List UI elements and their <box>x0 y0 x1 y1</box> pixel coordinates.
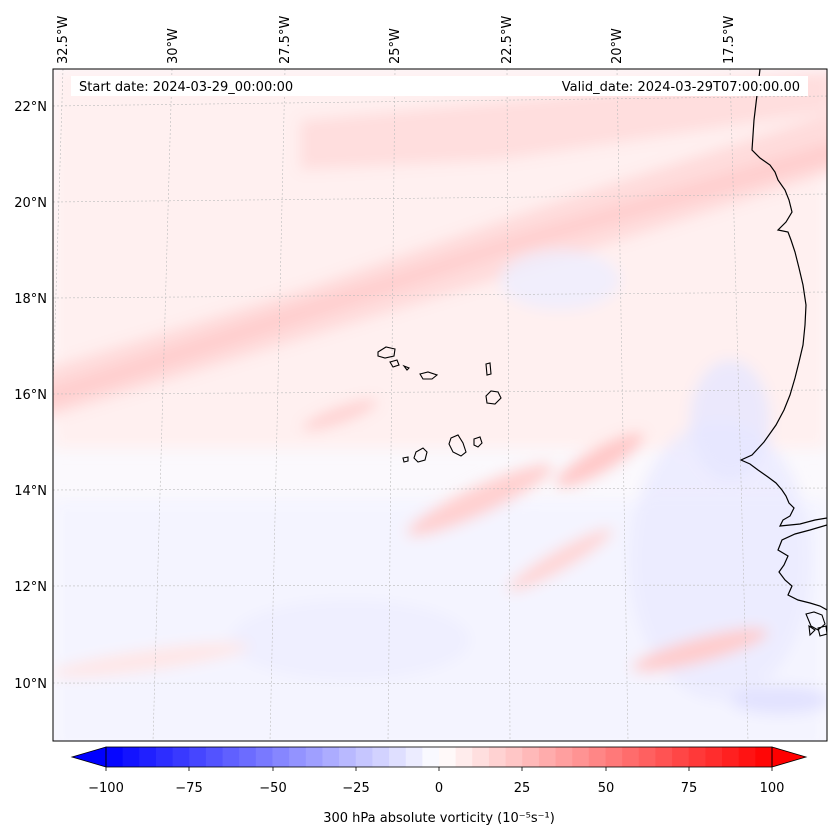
cb-tick-label: 100 <box>760 781 785 796</box>
colorbar-cell <box>472 747 490 767</box>
colorbar-cell <box>555 747 573 767</box>
lon-label-22.5W: 22.5°W <box>500 16 515 64</box>
colorbar-label: 300 hPa absolute vorticity (10⁻⁵s⁻¹) <box>323 811 555 826</box>
cb-tick-label: −25 <box>342 781 369 796</box>
colorbar-cell <box>339 747 357 767</box>
colorbar-cell <box>538 747 557 767</box>
colorbar-cell <box>289 747 307 767</box>
lon-label-27.5W: 27.5°W <box>278 16 293 64</box>
colorbar-cell <box>638 747 656 767</box>
cb-tick-label: −50 <box>259 781 286 796</box>
cb-tick-label: 50 <box>598 781 615 796</box>
colorbar-cell <box>305 747 323 767</box>
cb-tick-label: −100 <box>88 781 124 796</box>
colorbar-extend-min <box>70 746 107 768</box>
lon-label-20W: 20°W <box>610 28 625 64</box>
colorbar-cell <box>439 747 457 767</box>
latitude-labels: 22°N 20°N 18°N 16°N 14°N 12°N 10°N <box>14 100 47 692</box>
colorbar-cell <box>572 747 590 767</box>
lat-label-22N: 22°N <box>14 100 47 115</box>
colorbar-cell <box>322 747 340 767</box>
cb-tick-label: 0 <box>435 781 443 796</box>
colorbar-cell <box>222 747 240 767</box>
vorticity-field <box>53 69 827 741</box>
lat-label-14N: 14°N <box>14 484 47 499</box>
header-box <box>71 76 808 96</box>
colorbar-cell <box>189 747 207 767</box>
colorbar: −100 −75 −50 −25 0 25 50 75 100 300 hPa … <box>70 746 808 826</box>
colorbar-tick-marks <box>105 767 773 771</box>
colorbar-cell <box>488 747 507 767</box>
lat-label-12N: 12°N <box>14 580 47 595</box>
colorbar-cell <box>622 747 640 767</box>
colorbar-cell <box>455 747 473 767</box>
colorbar-cell <box>588 747 606 767</box>
lat-label-20N: 20°N <box>14 196 47 211</box>
colorbar-cell <box>738 747 756 767</box>
colorbar-cell <box>272 747 290 767</box>
lat-label-10N: 10°N <box>14 677 47 692</box>
graticule <box>53 69 827 741</box>
colorbar-cell <box>372 747 390 767</box>
colorbar-cells <box>106 747 773 767</box>
colorbar-cell <box>405 747 423 767</box>
map-frame <box>52 68 828 742</box>
cb-tick-label: 75 <box>681 781 698 796</box>
colorbar-cell <box>422 747 440 767</box>
colorbar-cell <box>155 747 174 767</box>
colorbar-cell <box>255 747 273 767</box>
start-date-text: Start date: 2024-03-29_00:00:00 <box>79 80 293 95</box>
colorbar-extend-max <box>771 746 808 768</box>
colorbar-ticks: −100 −75 −50 −25 0 25 50 75 100 <box>88 781 784 796</box>
colorbar-cell <box>139 747 157 767</box>
colorbar-cell <box>705 747 723 767</box>
colorbar-cell <box>505 747 523 767</box>
colorbar-cell <box>755 747 773 767</box>
coastline-south <box>777 524 827 611</box>
lon-label-32.5W: 32.5°W <box>56 16 71 64</box>
lat-label-18N: 18°N <box>14 292 47 307</box>
valid-date-text: Valid_date: 2024-03-29T07:00:00.00 <box>562 80 800 95</box>
colorbar-cell <box>172 747 190 767</box>
colorbar-cell <box>522 747 540 767</box>
cabo-verde-islands <box>377 346 502 463</box>
longitude-labels: 32.5°W 30°W 27.5°W 25°W 22.5°W 20°W 17.5… <box>56 16 737 64</box>
coastline <box>739 69 827 527</box>
colorbar-cell <box>355 747 373 767</box>
lon-label-25W: 25°W <box>388 28 403 64</box>
lat-label-16N: 16°N <box>14 388 47 403</box>
coastline-islands <box>805 611 827 637</box>
lon-label-30W: 30°W <box>166 28 181 64</box>
colorbar-cell <box>122 747 140 767</box>
colorbar-cell <box>389 747 407 767</box>
colorbar-cell <box>688 747 706 767</box>
cb-tick-label: −75 <box>175 781 202 796</box>
colorbar-cell <box>239 747 257 767</box>
colorbar-cell <box>655 747 673 767</box>
colorbar-cell <box>205 747 224 767</box>
map-panel: Start date: 2024-03-29_00:00:00 Valid_da… <box>14 16 828 742</box>
cb-tick-label: 25 <box>514 781 531 796</box>
colorbar-cell <box>672 747 690 767</box>
lon-label-17.5W: 17.5°W <box>722 16 737 64</box>
colorbar-cell <box>106 747 124 767</box>
colorbar-cell <box>605 747 623 767</box>
colorbar-cell <box>722 747 740 767</box>
